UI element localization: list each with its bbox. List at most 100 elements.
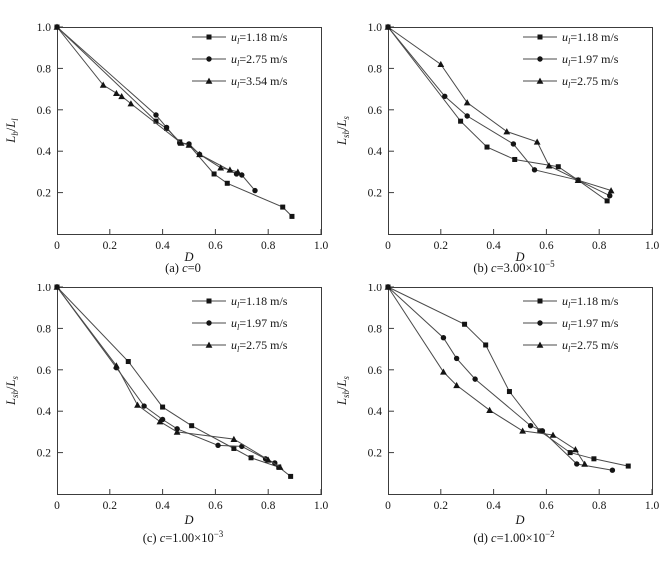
data-point-marker: [384, 283, 392, 290]
y-tick-label: 1.0: [368, 284, 383, 294]
data-point-marker: [539, 428, 546, 434]
y-tick-label: 0.8: [37, 323, 52, 335]
data-point-marker: [458, 118, 464, 124]
subplot-caption-c: (c) c=1.00×10−3: [45, 527, 321, 546]
data-point-marker: [189, 423, 195, 429]
data-point-marker: [453, 381, 461, 389]
data-point-marker: [127, 100, 135, 107]
axes-frame: [388, 27, 653, 235]
legend-entry-label: ul=1.97 m/s: [562, 316, 619, 332]
plot-area-a: 0 0.2 0.4 0.6 0.8 1.0 0.2 0.4 0.6 0.8 1.0 D Lb/Ll ul=…: [0, 0, 331, 284]
x-tick-label: 1.0: [314, 240, 329, 252]
x-tick-label: 0.4: [486, 500, 501, 512]
x-tick-label: 0.8: [261, 500, 276, 512]
data-point-marker: [512, 156, 518, 162]
caption-exponent: −5: [545, 259, 555, 269]
legend-entry-label: ul=1.18 m/s: [231, 30, 288, 46]
plot-area-c: 0 0.2 0.4 0.6 0.8 1.0 0.2 0.4 0.6 0.8 1.0 D Lsb/Ls ul…: [0, 282, 331, 568]
legend-marker: [206, 56, 212, 62]
x-tick-label: 0.2: [103, 240, 118, 252]
caption-exponent: −2: [545, 529, 555, 539]
data-point-marker: [462, 321, 468, 327]
y-tick-label: 0.8: [368, 323, 383, 335]
data-point-marker: [591, 456, 597, 462]
x-tick-label: 0.6: [539, 240, 554, 252]
caption-value: =0: [187, 261, 201, 276]
y-axis-label: Lsb/Ls: [335, 116, 351, 146]
data-point-marker: [531, 167, 538, 173]
legend-marker: [537, 320, 543, 326]
x-axis-label: D: [514, 513, 524, 527]
x-tick-label: 0.4: [155, 500, 170, 512]
caption-value: =1.00×10: [496, 531, 546, 546]
data-point-marker: [113, 362, 120, 369]
legend: ul=1.18 m/s ul=2.75 m/s ul=3.54 m/s: [192, 30, 288, 90]
x-tick-label: 0.6: [539, 500, 554, 512]
data-point-marker: [177, 139, 185, 146]
legend-entry-label: ul=3.54 m/s: [231, 74, 288, 90]
data-point-marker: [173, 428, 181, 435]
legend-marker: [206, 298, 212, 304]
caption-value: =3.00×10: [496, 261, 546, 276]
data-point-marker: [231, 445, 237, 451]
data-point-marker: [510, 141, 517, 147]
data-point-marker: [464, 113, 470, 119]
data-point-marker: [549, 431, 557, 438]
legend-entry-label: ul=1.18 m/s: [562, 294, 619, 310]
series-line: [387, 26, 612, 191]
y-tick-label: 0.2: [37, 448, 52, 460]
data-point-marker: [574, 461, 580, 467]
series-square: [54, 284, 294, 479]
data-point-marker: [134, 401, 141, 408]
chart-canvas-c: 0 0.2 0.4 0.6 0.8 1.0 0.2 0.4 0.6 0.8 1.0 D Lsb/Ls ul…: [4, 282, 328, 527]
data-point-marker: [196, 150, 203, 158]
data-point-marker: [440, 368, 447, 375]
data-point-marker: [224, 180, 230, 186]
caption-prefix: (d): [473, 531, 492, 546]
series-circle: [385, 24, 613, 199]
x-tick-label: 0: [54, 240, 60, 252]
legend-marker: [536, 77, 544, 84]
caption-prefix: (b): [473, 261, 492, 276]
data-point-marker: [609, 467, 616, 473]
data-point-marker: [574, 176, 582, 183]
legend-entry-label: ul=2.75 m/s: [562, 74, 619, 90]
series-triangle: [384, 23, 615, 194]
series-circle: [54, 284, 278, 466]
data-point-marker: [581, 460, 589, 467]
data-point-marker: [604, 198, 610, 204]
legend-entry-label: ul=2.75 m/s: [231, 338, 288, 354]
data-point-marker: [440, 335, 447, 341]
data-point-marker: [252, 187, 258, 194]
y-tick-label: 0.6: [368, 365, 383, 377]
caption-variable: c: [159, 531, 166, 546]
legend-entry-label: ul=1.18 m/s: [562, 30, 619, 46]
y-tick-label: 0.4: [37, 146, 52, 158]
data-point-marker: [486, 406, 494, 413]
subplot-caption-d: (d) c=1.00×10−2: [376, 527, 652, 546]
caption-prefix: (c): [142, 531, 160, 546]
y-axis-label: Lsb/Ls: [335, 376, 351, 406]
caption-prefix: (a): [165, 261, 183, 276]
legend-marker: [537, 56, 543, 62]
data-point-marker: [442, 93, 448, 100]
series-line: [387, 286, 613, 471]
x-tick-label: 1.0: [645, 240, 660, 252]
series-triangle: [53, 23, 242, 175]
series-circle: [385, 284, 616, 473]
data-point-marker: [453, 355, 460, 362]
subplot-a: 0 0.2 0.4 0.6 0.8 1.0 0.2 0.4 0.6 0.8 1.0 D Lb/Ll ul=…: [0, 0, 331, 284]
legend: ul=1.18 m/s ul=1.97 m/s ul=2.75 m/s: [192, 294, 288, 354]
y-tick-label: 0.4: [37, 406, 52, 418]
series-square: [385, 284, 631, 469]
data-point-marker: [506, 389, 512, 395]
data-point-marker: [280, 204, 286, 210]
y-tick-label: 0.8: [368, 63, 383, 75]
data-point-marker: [215, 442, 221, 449]
x-axis-label: D: [183, 250, 193, 264]
data-point-marker: [288, 473, 294, 479]
data-point-marker: [248, 455, 254, 461]
axes-frame: [57, 27, 322, 235]
legend-marker: [537, 298, 543, 304]
